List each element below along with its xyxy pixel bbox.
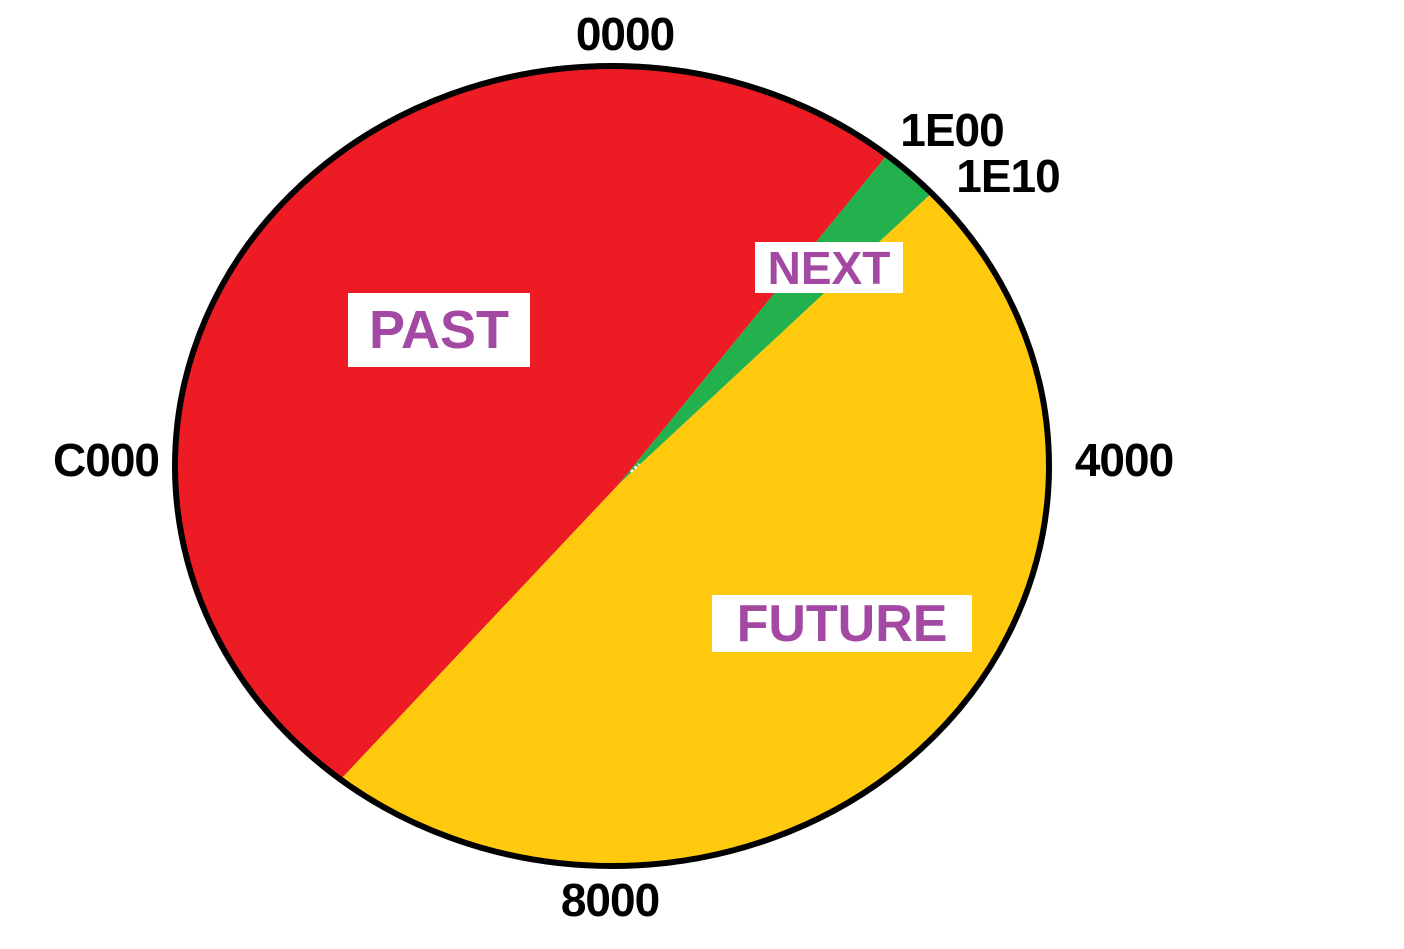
region-label-next: NEXT <box>755 242 903 293</box>
segment-next <box>619 155 932 484</box>
tick-label-8000: 8000 <box>560 874 660 926</box>
tick-label-c000: C000 <box>53 434 160 486</box>
segments-group <box>176 67 1049 866</box>
circle-outline <box>172 63 1052 869</box>
tick-label-1e00: 1E00 <box>900 104 1004 156</box>
region-label-future: FUTURE <box>712 595 972 652</box>
tick-label-0000: 0000 <box>575 8 675 60</box>
region-label-past: PAST <box>348 293 530 367</box>
tick-label-1e10: 1E10 <box>956 150 1060 202</box>
segment-past <box>176 67 888 780</box>
center-artifact-dash <box>630 463 640 473</box>
segment-future <box>340 193 1049 866</box>
tick-label-4000: 4000 <box>1074 434 1174 486</box>
